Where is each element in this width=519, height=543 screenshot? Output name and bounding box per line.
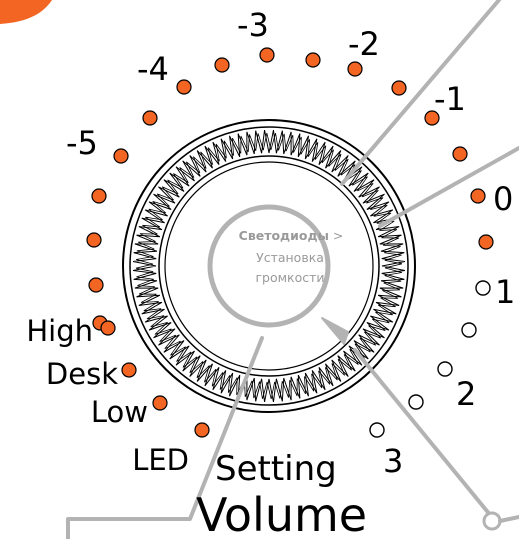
center-label-line2: Установка	[256, 250, 324, 265]
mode-label-led: LED	[132, 443, 189, 477]
knob-knurling	[132, 129, 406, 403]
scale-label-3: 3	[383, 442, 403, 480]
callout-arrow	[321, 317, 349, 345]
callout-end-circle	[482, 511, 502, 531]
indicator-ring	[207, 204, 331, 328]
led-dot	[121, 362, 137, 378]
scale-label-minus2: -2	[348, 25, 380, 63]
led-dot	[369, 422, 385, 438]
led-dot	[478, 234, 494, 250]
knob-inner-ring	[158, 155, 380, 377]
led-dot	[152, 395, 168, 411]
led-dot	[113, 148, 129, 164]
mode-label-high: High	[26, 314, 93, 348]
center-label-bold: Светодиоды	[239, 228, 329, 243]
scale-label-0: 0	[493, 180, 513, 218]
led-dot	[437, 361, 453, 377]
caption-volume: Volume	[196, 488, 367, 539]
led-dot	[461, 322, 477, 338]
led-dot	[176, 79, 192, 95]
callout-line-bottom-left	[66, 336, 264, 541]
led-dot	[100, 320, 116, 336]
led-dot	[424, 110, 440, 126]
led-dot	[88, 277, 104, 293]
led-dot	[305, 52, 321, 68]
led-dot	[475, 280, 491, 296]
scale-label-minus5: -5	[66, 124, 98, 162]
led-dot	[214, 57, 230, 73]
callout-line-top	[340, 0, 501, 186]
scale-label-1: 1	[495, 273, 515, 311]
knob-face-ring	[164, 161, 374, 371]
led-dot	[142, 110, 158, 126]
center-label-line3: громкости	[255, 270, 324, 285]
callout-line-right	[378, 146, 519, 228]
led-scale	[86, 47, 494, 438]
knurl-teeth-inner	[135, 132, 403, 400]
led-dot	[347, 61, 363, 77]
led-dot	[86, 232, 102, 248]
callout-line-bottom-right	[353, 348, 493, 518]
center-label: Светодиоды >	[239, 228, 344, 243]
led-dot	[91, 188, 107, 204]
scale-label-minus3: -3	[237, 6, 269, 44]
step-badge	[0, 0, 52, 24]
mode-label-desk: Desk	[46, 357, 118, 391]
scale-labels: -5 -4 -3 -2 -1 0 1 2 3	[66, 6, 515, 480]
callout-end-tail	[498, 515, 519, 523]
knob-outer-ring	[122, 119, 416, 413]
center-label-sep: >	[329, 228, 343, 243]
led-dot	[408, 394, 424, 410]
scale-label-minus4: -4	[137, 50, 169, 88]
scale-label-2: 2	[456, 375, 476, 413]
led-dot	[391, 80, 407, 96]
led-dot	[470, 188, 486, 204]
scale-label-minus1: -1	[434, 80, 466, 118]
caption-setting: Setting	[215, 449, 337, 489]
mode-label-low: Low	[91, 395, 148, 429]
led-dot	[259, 47, 275, 63]
knob-outer-ring-inner	[129, 126, 409, 406]
mode-labels: High Desk Low LED	[26, 314, 189, 477]
knurl-teeth	[132, 129, 406, 403]
callout-lines	[66, 0, 519, 541]
led-dot	[194, 422, 210, 438]
led-dot	[452, 146, 468, 162]
